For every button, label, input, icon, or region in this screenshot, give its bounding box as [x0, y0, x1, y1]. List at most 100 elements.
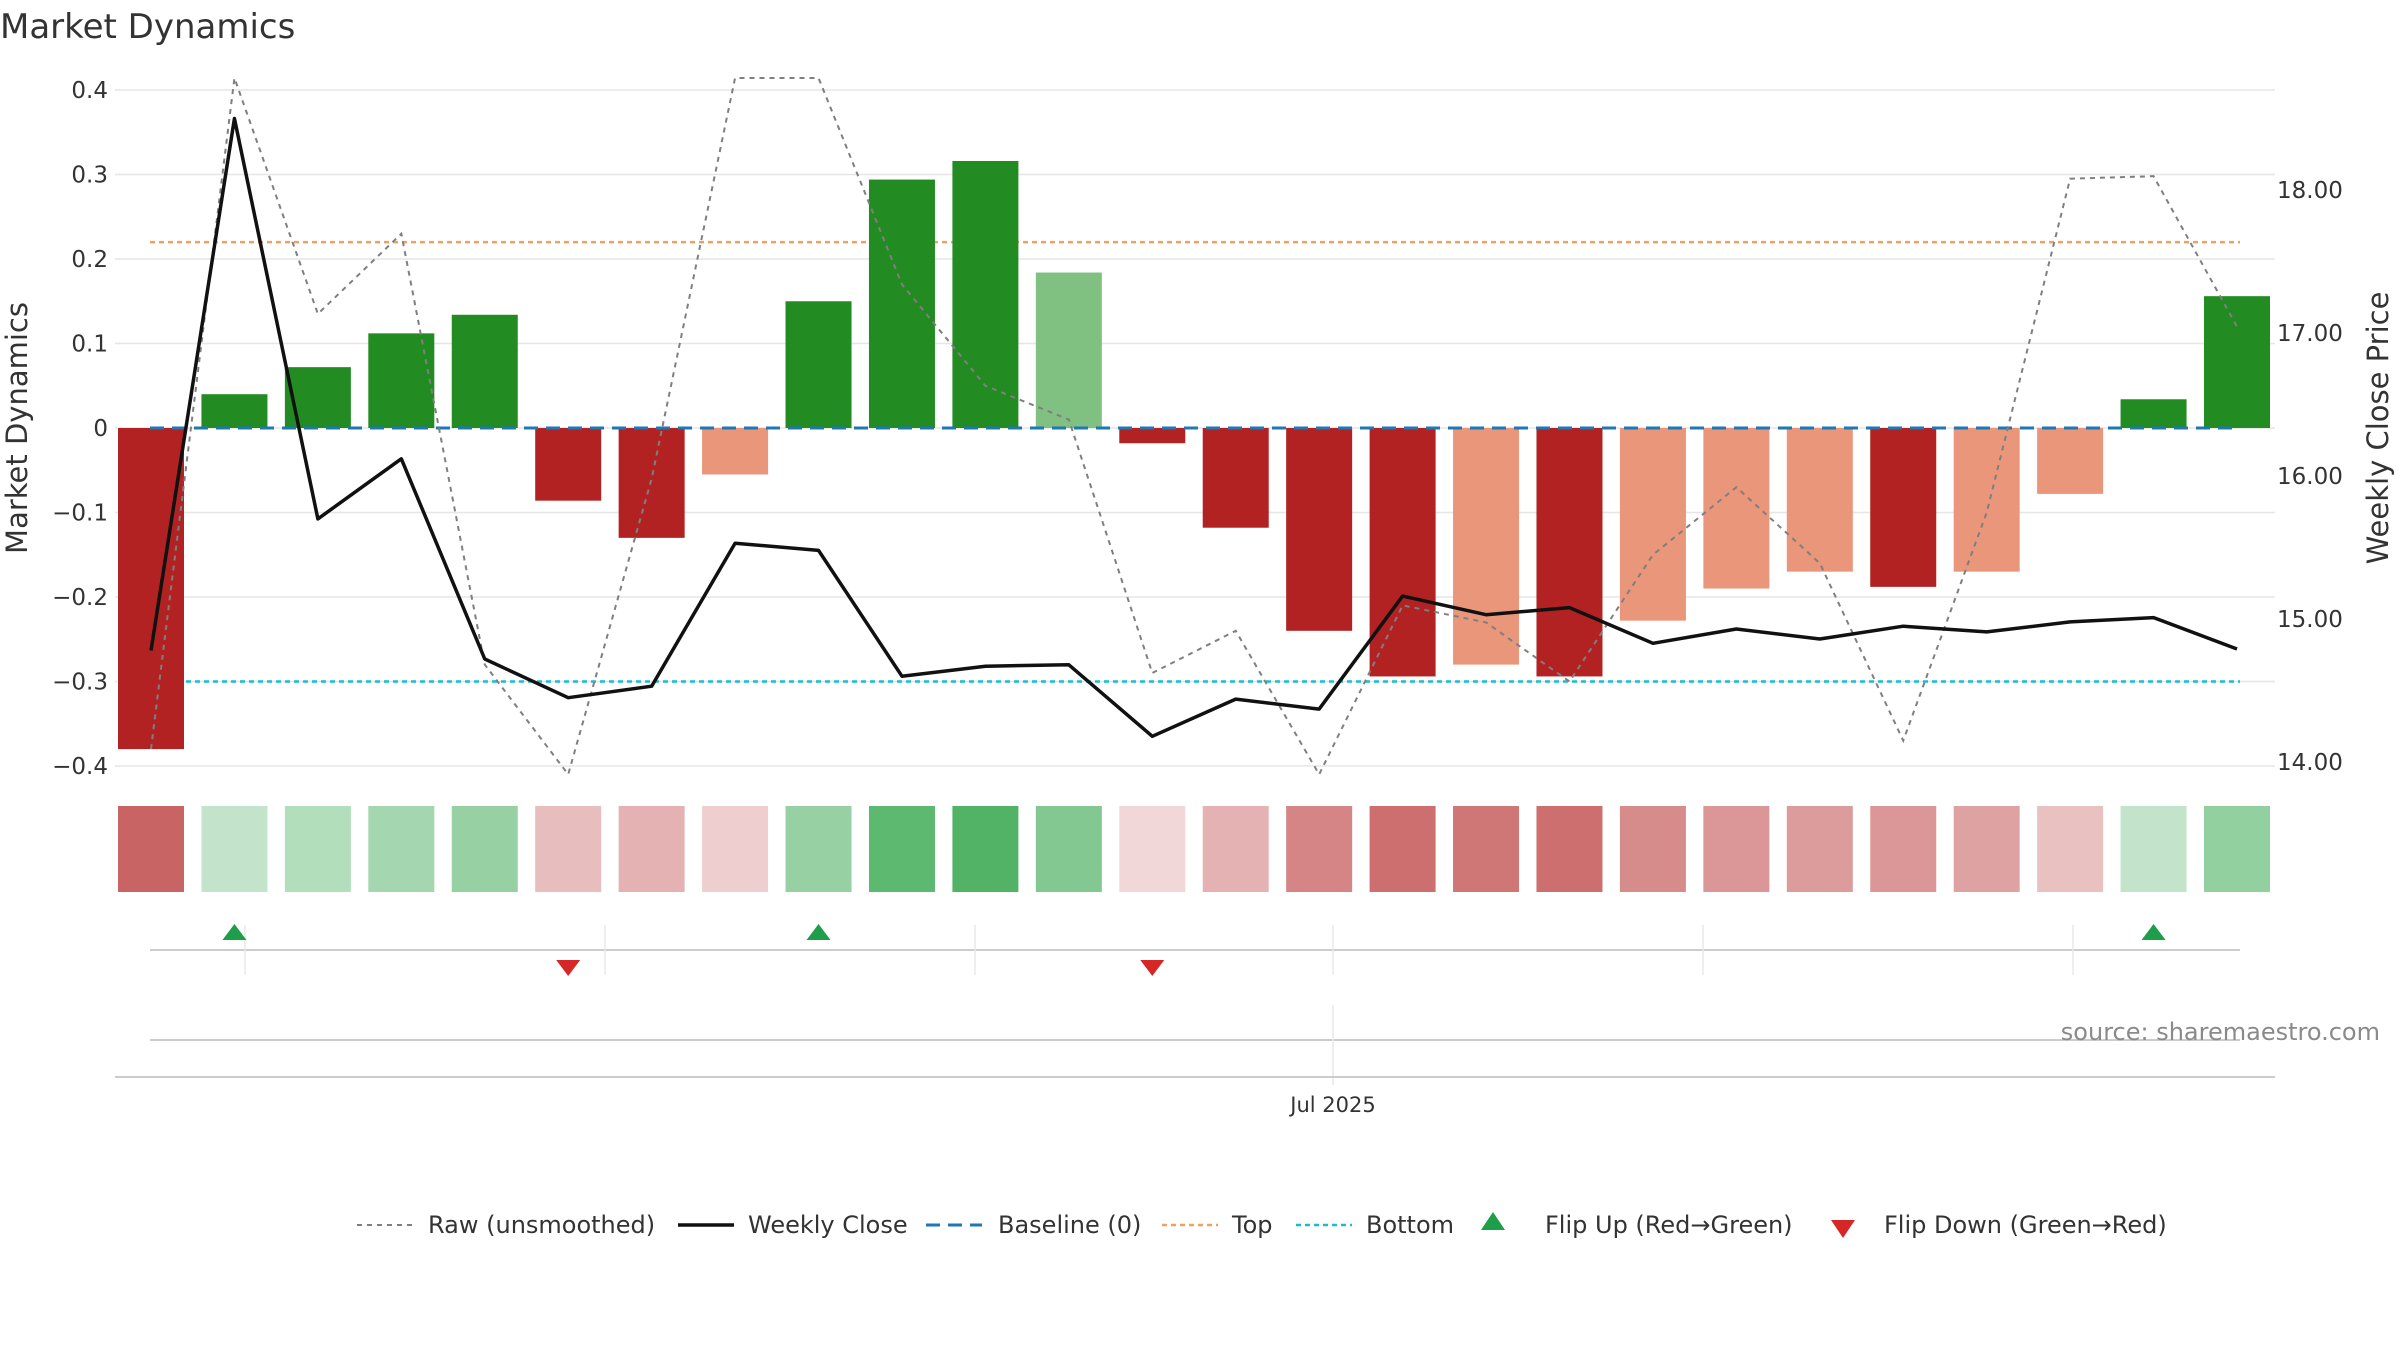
bar	[868, 179, 935, 428]
heat-cell	[201, 806, 268, 892]
source-label: source: sharemaestro.com	[2061, 1018, 2380, 1046]
bar	[785, 301, 852, 428]
heat-cell	[1703, 806, 1770, 892]
heat-cell	[785, 806, 852, 892]
heat-strip	[118, 806, 2270, 892]
x-tick-label: Jul 2025	[1288, 1093, 1375, 1117]
chart-title: Market Dynamics	[0, 7, 295, 47]
bar	[1369, 428, 1436, 677]
heat-cell	[368, 806, 435, 892]
triangle-down-icon	[1831, 1220, 1855, 1238]
heat-cell	[1619, 806, 1686, 892]
bar	[1536, 428, 1603, 677]
flip-markers	[222, 924, 2166, 976]
bar	[2204, 296, 2270, 428]
legend: Raw (unsmoothed) Weekly Close Baseline (…	[357, 1211, 2167, 1239]
flip-up-marker	[222, 924, 247, 940]
heat-cell	[1786, 806, 1853, 892]
y-tick-label: −0.1	[52, 501, 108, 527]
heat-cell	[118, 806, 184, 892]
heat-cell	[1870, 806, 1937, 892]
flip-up-marker	[806, 924, 831, 940]
bar	[2120, 399, 2187, 428]
heat-cell	[1035, 806, 1102, 892]
heat-cell	[702, 806, 769, 892]
legend-label-baseline: Baseline (0)	[998, 1211, 1141, 1239]
y-tick-label: 0.3	[71, 163, 108, 189]
bar	[118, 428, 184, 750]
triangle-up-icon	[1481, 1212, 1505, 1230]
legend-item-top: Top	[1162, 1211, 1273, 1239]
bar	[702, 428, 769, 475]
flip-up-marker	[2141, 924, 2166, 940]
bar	[1870, 428, 1937, 587]
y-tick-label: 0.4	[71, 78, 108, 104]
bar	[1286, 428, 1353, 631]
heat-cell	[1536, 806, 1603, 892]
y-tick-label: 0.2	[71, 247, 108, 273]
bar-series	[118, 160, 2270, 750]
heat-cell	[952, 806, 1019, 892]
y2-tick-label: 17.00	[2277, 321, 2343, 347]
heat-cell	[1202, 806, 1269, 892]
y-tick-label: 0.1	[71, 332, 108, 358]
bar	[201, 394, 268, 428]
heat-cell	[1953, 806, 2020, 892]
legend-item-raw: Raw (unsmoothed)	[357, 1211, 655, 1239]
legend-label-flip-down: Flip Down (Green→Red)	[1884, 1211, 2167, 1239]
legend-label-top: Top	[1231, 1211, 1273, 1239]
bar	[1619, 428, 1686, 621]
heat-cell	[535, 806, 602, 892]
y2-tick-label: 18.00	[2277, 178, 2343, 204]
y2-tick-label: 15.00	[2277, 607, 2343, 633]
bar	[952, 160, 1019, 429]
legend-label-raw: Raw (unsmoothed)	[428, 1211, 655, 1239]
heat-cell	[1369, 806, 1436, 892]
heat-cell	[1286, 806, 1353, 892]
heat-cell	[1453, 806, 1520, 892]
flip-panel	[150, 924, 2240, 976]
raw-series-line	[150, 77, 2238, 777]
bar	[618, 428, 685, 538]
legend-label-weekly-close: Weekly Close	[748, 1211, 908, 1239]
y-axis-left: 0.4 0.3 0.2 0.1 0 −0.1 −0.2 −0.3 −0.4	[52, 78, 108, 780]
flip-down-marker	[1140, 960, 1165, 976]
legend-item-flip-up: Flip Up (Red→Green)	[1481, 1211, 1793, 1239]
heat-cell	[2204, 806, 2270, 892]
bar	[1786, 428, 1853, 572]
bar	[1953, 428, 2020, 572]
heat-cell	[618, 806, 685, 892]
bar	[1703, 428, 1770, 589]
legend-label-flip-up: Flip Up (Red→Green)	[1545, 1211, 1793, 1239]
weekly-close-line	[149, 116, 2238, 739]
bar	[1035, 272, 1102, 428]
bar	[1202, 428, 1269, 528]
bar	[1453, 428, 1520, 665]
bar	[2037, 428, 2104, 494]
y2-tick-label: 14.00	[2277, 750, 2343, 776]
heat-cell	[451, 806, 518, 892]
flip-down-marker	[556, 960, 581, 976]
y2-axis-label: Weekly Close Price	[2361, 292, 2395, 565]
legend-item-flip-down: Flip Down (Green→Red)	[1831, 1211, 2167, 1239]
y-axis-label: Market Dynamics	[0, 302, 34, 554]
legend-label-bottom: Bottom	[1366, 1211, 1454, 1239]
heat-cell	[1119, 806, 1186, 892]
y-axis-right: 18.00 17.00 16.00 15.00 14.00	[2277, 178, 2343, 776]
raw-series	[150, 77, 2238, 777]
bar	[368, 333, 435, 428]
bar	[284, 367, 351, 428]
y-tick-label: −0.3	[52, 670, 108, 696]
heat-cell	[284, 806, 351, 892]
bar	[451, 314, 518, 428]
legend-item-baseline: Baseline (0)	[926, 1211, 1141, 1239]
bar	[1119, 428, 1186, 444]
y2-tick-label: 16.00	[2277, 464, 2343, 490]
heat-cell	[2120, 806, 2187, 892]
bar	[535, 428, 602, 501]
heat-cell	[868, 806, 935, 892]
time-axis-panel: source: sharemaestro.com Jul 2025	[115, 1005, 2380, 1117]
y-tick-label: 0	[93, 416, 108, 442]
